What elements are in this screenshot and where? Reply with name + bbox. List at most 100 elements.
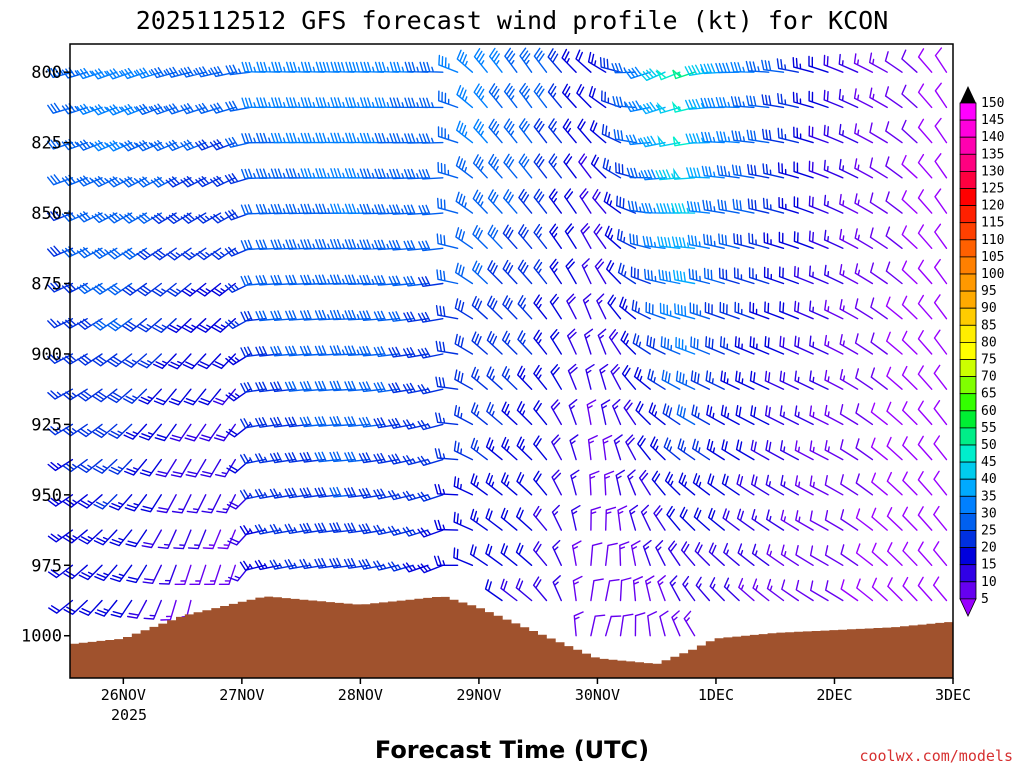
wind-barb [808, 195, 829, 214]
wind-barb [108, 423, 133, 439]
wind-barb [121, 104, 148, 116]
wind-barb [373, 310, 399, 322]
wind-barb [581, 258, 592, 285]
wind-barb [730, 61, 755, 73]
wind-barb [389, 97, 414, 109]
wind-barb [255, 168, 281, 179]
colorbar-label: 85 [981, 318, 997, 333]
wind-barb [180, 66, 207, 78]
wind-barb [269, 559, 296, 570]
wind-barb [488, 118, 503, 144]
wind-barb [887, 542, 903, 566]
wind-barb [675, 370, 696, 390]
wind-barb [517, 330, 533, 355]
wind-barb [388, 417, 414, 429]
wind-barb [314, 487, 340, 498]
wind-barb [77, 388, 103, 402]
wind-barb [486, 401, 503, 426]
wind-barb [62, 494, 88, 508]
wind-barb [736, 474, 755, 496]
wind-barb [315, 168, 340, 179]
wind-barb [285, 97, 311, 109]
wind-barb [455, 262, 474, 285]
wind-barb [590, 542, 603, 566]
colorbar-swatch [959, 119, 977, 138]
wind-barb [373, 417, 399, 429]
wind-barb [195, 139, 222, 151]
wind-barb [779, 405, 799, 426]
wind-barb [854, 123, 874, 144]
wind-barb [917, 435, 933, 461]
colorbar-label: 15 [981, 558, 997, 573]
wind-barb [270, 203, 296, 215]
wind-barb [438, 90, 459, 109]
colorbar-swatch [959, 513, 977, 531]
wind-barb [612, 96, 637, 109]
wind-barb [184, 423, 207, 442]
wind-barb [359, 310, 385, 321]
wind-barb [110, 564, 133, 583]
wind-barb [563, 153, 577, 179]
wind-barb [749, 301, 770, 320]
wind-barb [762, 128, 785, 144]
wind-barb [473, 83, 488, 109]
wind-barb [933, 400, 948, 426]
wind-barb [210, 175, 236, 187]
colorbar-label: 20 [981, 541, 997, 556]
wind-barb [823, 54, 844, 73]
wind-barb [254, 559, 281, 571]
wind-barb [824, 404, 844, 426]
y-tick-label: 850 [31, 204, 62, 224]
wind-barb [779, 370, 799, 390]
wind-barb [617, 262, 637, 285]
wind-barb [547, 48, 562, 73]
wind-barb [671, 100, 696, 113]
wind-barb [330, 97, 355, 109]
wind-barb [717, 199, 740, 214]
wind-barb [840, 474, 859, 496]
colorbar-swatch [959, 564, 977, 583]
wind-barb [642, 235, 666, 249]
wind-barb [533, 505, 548, 531]
wind-barb [766, 578, 785, 602]
wind-barb [284, 381, 311, 392]
wind-barb [752, 578, 770, 602]
wind-barb [688, 268, 711, 285]
wind-barb [213, 388, 236, 406]
wind-barb [93, 458, 118, 474]
wind-barb [640, 135, 666, 148]
colorbar-swatch [959, 393, 977, 412]
wind-barb [500, 543, 518, 566]
wind-barb [218, 564, 236, 585]
wind-barb [778, 231, 799, 249]
wind-barb [917, 48, 933, 73]
wind-barb [210, 212, 236, 224]
wind-barb [885, 226, 903, 249]
wind-barb [550, 399, 562, 426]
wind-barb [561, 48, 577, 73]
y-axis: 800 825 850 875 900 925 950 975 1000 [21, 63, 70, 647]
wind-barb [550, 364, 562, 390]
wind-barb [271, 97, 296, 109]
wind-barb [631, 299, 651, 320]
wind-barb [470, 437, 488, 461]
wind-barb [578, 153, 592, 179]
wind-barb [61, 67, 88, 79]
wind-barb [418, 240, 444, 252]
wind-barb [61, 210, 88, 222]
wind-barb [169, 423, 192, 442]
wind-barb [454, 369, 474, 390]
wind-barb [210, 247, 236, 260]
wind-barb [47, 138, 74, 150]
wind-barb [92, 318, 118, 331]
wind-barb [470, 402, 488, 426]
wind-barb [794, 475, 814, 496]
wind-barb [700, 97, 725, 109]
wind-barb [586, 399, 597, 426]
wind-barb [596, 293, 607, 320]
wind-barb [601, 124, 622, 144]
wind-barb [437, 161, 459, 179]
wind-barb [142, 564, 162, 584]
wind-barb [624, 66, 651, 79]
wind-barb [185, 458, 207, 478]
